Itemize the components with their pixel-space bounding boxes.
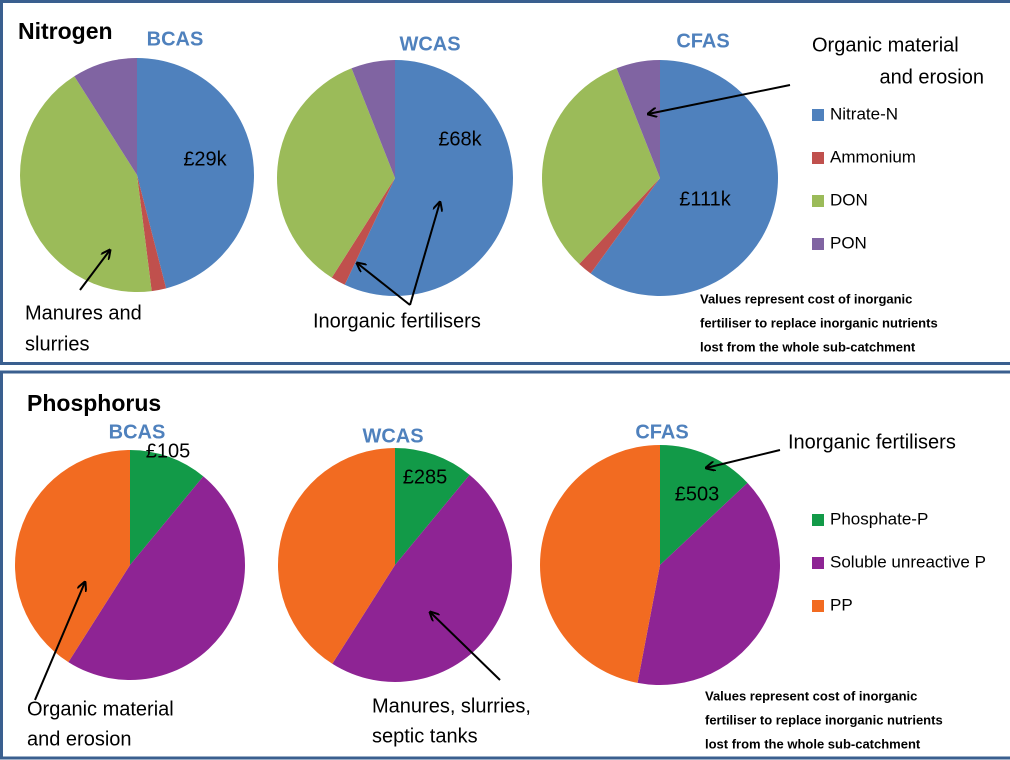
annotation: Organic material: [27, 698, 174, 720]
value-label: £503: [675, 483, 720, 505]
annotation: Manures and: [25, 302, 142, 324]
pie-title: WCAS: [399, 33, 460, 55]
pie-title: CFAS: [635, 421, 688, 443]
pie-slice: [344, 60, 514, 297]
pie-slice: [579, 178, 660, 274]
note: Values represent cost of inorganic: [700, 291, 912, 306]
annotation: slurries: [25, 333, 89, 355]
legend-swatch: [812, 152, 824, 164]
pie-slice: [660, 445, 748, 565]
legend-label: Ammonium: [830, 147, 916, 166]
pie-slice: [277, 68, 395, 278]
pie-slice: [539, 445, 660, 683]
pie-slice: [541, 68, 660, 265]
pie-title: CFAS: [676, 30, 729, 52]
annotation: septic tanks: [372, 725, 478, 747]
panel-border: [0, 0, 1010, 365]
value-label: £285: [403, 466, 448, 488]
legend-label: PP: [830, 595, 853, 614]
legend-swatch: [812, 238, 824, 250]
pie-title: BCAS: [109, 421, 166, 443]
pie-slice: [19, 76, 152, 293]
pie-slice: [332, 474, 513, 683]
note: lost from the whole sub-catchment: [700, 339, 916, 354]
panel-title: Nitrogen: [18, 18, 113, 44]
annotation: and erosion: [879, 66, 984, 88]
arrow: [357, 263, 411, 306]
legend-swatch: [812, 109, 824, 121]
arrow: [34, 582, 85, 701]
value-label: £111k: [679, 188, 732, 210]
value-label: £68k: [438, 128, 482, 150]
arrow: [409, 202, 440, 306]
annotation: Manures, slurries,: [372, 695, 531, 717]
legend-label: Phosphate-P: [830, 509, 928, 528]
arrow: [648, 84, 791, 114]
legend-swatch: [812, 557, 824, 569]
pies: Nitrogen BCAS £29k WCAS £68k CFAS £111k Nitrate…: [14, 18, 986, 751]
pie-slice: [278, 448, 395, 664]
legend-swatch: [812, 514, 824, 526]
annotation: and erosion: [27, 728, 132, 750]
panel-title: Phosphorus: [27, 390, 161, 416]
value-label: £29k: [183, 148, 227, 170]
pie-slice: [351, 60, 395, 178]
pie-slice: [616, 60, 660, 178]
pie-slice: [331, 178, 395, 285]
pie-slice: [590, 60, 778, 296]
note: fertiliser to replace inorganic nutrient…: [700, 315, 938, 330]
legend-label: PON: [830, 233, 867, 252]
pie-title: WCAS: [362, 425, 423, 447]
note: Values represent cost of inorganic: [705, 688, 917, 703]
pie-slice: [74, 58, 137, 175]
arrow: [79, 250, 110, 291]
arrows: [34, 84, 791, 701]
note: fertiliser to replace inorganic nutrient…: [705, 712, 943, 727]
arrow: [706, 449, 781, 468]
legend-swatch: [812, 600, 824, 612]
legend-label: Nitrate-N: [830, 104, 898, 123]
annotation: Inorganic fertilisers: [313, 310, 481, 332]
panel-border: [0, 370, 1010, 760]
note: lost from the whole sub-catchment: [705, 736, 921, 751]
annotation: Inorganic fertilisers: [788, 431, 956, 453]
pie-slice: [395, 448, 470, 565]
legend-label: DON: [830, 190, 868, 209]
value-label: £105: [146, 440, 191, 462]
arrow: [430, 612, 501, 681]
pie-title: BCAS: [147, 28, 204, 50]
pie-slice: [68, 476, 246, 681]
annotation: Organic material: [812, 34, 959, 56]
pie-slice: [14, 450, 131, 663]
pie-slice: [130, 450, 204, 565]
legend-label: Soluble unreactive P: [830, 552, 986, 571]
pie-slice: [137, 175, 167, 292]
pie-slice: [137, 58, 254, 289]
pie-slice: [637, 482, 781, 685]
legend-swatch: [812, 195, 824, 207]
